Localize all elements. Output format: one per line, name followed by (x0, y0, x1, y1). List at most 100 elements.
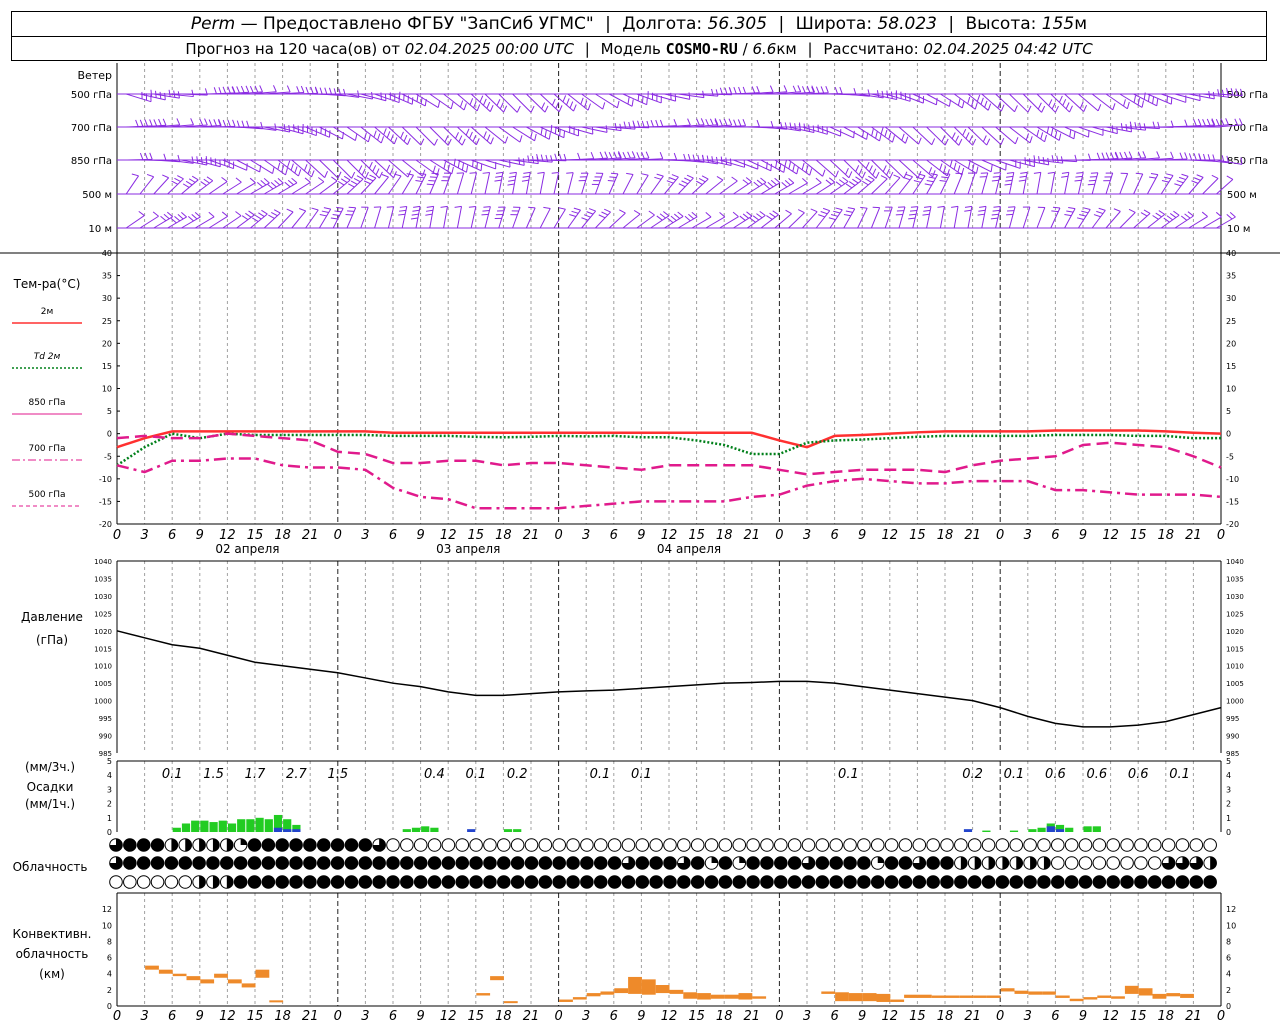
wind-barb-flag (481, 213, 489, 216)
wind-barb-flag (1044, 134, 1047, 142)
wind-barb-flag (1137, 151, 1142, 159)
temp-ytick-label: 40 (102, 249, 112, 258)
conv-hour-tick-label: 21 (302, 1009, 319, 1024)
cloud-symbol (275, 838, 290, 852)
wind-barb-flag (901, 133, 905, 141)
conv-bar (572, 997, 587, 1000)
conv-hour-tick-label: 6 (830, 1009, 838, 1024)
wind-barb-flag (287, 179, 294, 186)
wind-barb-flag (745, 177, 753, 183)
wind-barb (581, 157, 608, 161)
wind-barb-flag (258, 212, 265, 217)
cloud-symbol (1189, 875, 1204, 889)
temp-ytick-label: 20 (102, 339, 112, 348)
precip-bar (1037, 827, 1046, 832)
wind-barb (125, 175, 139, 195)
separator: | (584, 40, 590, 58)
wind-barb-flag (191, 89, 194, 97)
wind-barb-flag (1006, 175, 1014, 178)
cloud-symbol (787, 875, 802, 889)
cloud-symbol (621, 875, 636, 889)
cloud-symbol (829, 838, 844, 852)
wind-barb-flag (828, 217, 836, 221)
conv-bar (145, 965, 159, 970)
conv-hour-tick-label: 12 (440, 1009, 457, 1024)
wind-barb-flag (389, 167, 394, 175)
chart-header: Perm — Предоставлено ФГБУ "ЗапСиб УГМС" … (11, 11, 1267, 61)
wind-barb-flag (131, 173, 139, 177)
wind-barb (1133, 93, 1157, 107)
wind-barb (457, 126, 477, 146)
wind-barb-flag (942, 172, 951, 175)
provider-text: Предоставлено ФГБУ "ЗапСиб УГМС" (262, 14, 594, 34)
temp-ytick-label-right: 15 (1226, 362, 1236, 371)
wind-barb-flag (910, 206, 918, 208)
wind-barb (456, 172, 465, 195)
cloud-symbol (455, 838, 470, 852)
wind-barb-flag (1229, 212, 1236, 218)
pressure-ytick-label-right: 1040 (1226, 558, 1244, 566)
cloud-symbol (760, 875, 774, 889)
wind-barb-flag (839, 86, 843, 94)
wind-barb-flag (181, 211, 187, 218)
wind-barb-flag (407, 138, 411, 145)
precip-bar (1028, 829, 1037, 832)
wind-barb-flag (1196, 174, 1204, 178)
cloud-symbol-half (199, 875, 206, 889)
hour-tick-label: 0 (775, 528, 783, 543)
wind-barb-flag (447, 164, 450, 172)
wind-barb-flag (251, 217, 259, 222)
wind-barb-flag (886, 168, 891, 176)
wind-barb-flag (1019, 175, 1027, 178)
longitude-value: 56.305 (707, 14, 768, 34)
wind-barb (609, 126, 636, 130)
wind-barb (912, 126, 933, 146)
cloud-symbol (1051, 838, 1065, 852)
wind-barb-flag (1111, 125, 1114, 133)
cloud-symbol (372, 856, 386, 870)
wind-barb (277, 159, 299, 177)
wind-barb-flag (1141, 100, 1145, 108)
conv-bar (904, 994, 918, 998)
conv-bar (241, 983, 256, 988)
wind-level-label: 500 м (82, 190, 112, 201)
wind-barb (291, 159, 312, 178)
wind-barb-flag (1033, 155, 1036, 163)
cloud-symbol (524, 838, 539, 852)
wind-barb (512, 159, 539, 165)
wind-barb-flag (550, 155, 553, 163)
cloud-symbol (358, 838, 373, 852)
separator: | (605, 14, 611, 34)
cloud-symbol (815, 856, 830, 870)
wind-barb-flag (495, 171, 503, 174)
cloud-symbol (704, 838, 719, 852)
wind-barb (484, 206, 491, 229)
wind-level-label-right: 10 м (1227, 224, 1250, 235)
wind-barb-flag (855, 176, 862, 182)
conv-bar (945, 995, 960, 998)
wind-barb-flag (1211, 118, 1216, 126)
wind-barb-flag (880, 175, 888, 180)
conv-bar (1166, 993, 1181, 997)
legend-label: Td 2м (34, 352, 61, 362)
wind-barb-flag (573, 104, 577, 112)
wind-barb-flag (507, 183, 515, 186)
cloud-symbol (123, 838, 137, 852)
wind-barb-flag (691, 211, 698, 218)
cloud-symbol (940, 838, 954, 852)
wind-barb (1078, 93, 1099, 112)
wind-barb-flag (373, 130, 377, 138)
wind-barb-flag (909, 213, 917, 216)
wind-barb-flag (437, 100, 441, 108)
conv-ytick-label-right: 0 (1226, 1002, 1231, 1011)
wind-barb-flag (1051, 155, 1055, 163)
pressure-ytick-label: 1005 (94, 680, 112, 688)
conv-bar (1069, 998, 1084, 1002)
wind-barb (636, 93, 662, 104)
wind-barb-flag (153, 119, 158, 127)
wind-barb-flag (946, 169, 950, 177)
wind-barb-flag (162, 174, 169, 179)
cloud-symbol (164, 856, 179, 870)
cloud-symbol (386, 838, 400, 852)
cloud-symbol (580, 856, 594, 870)
